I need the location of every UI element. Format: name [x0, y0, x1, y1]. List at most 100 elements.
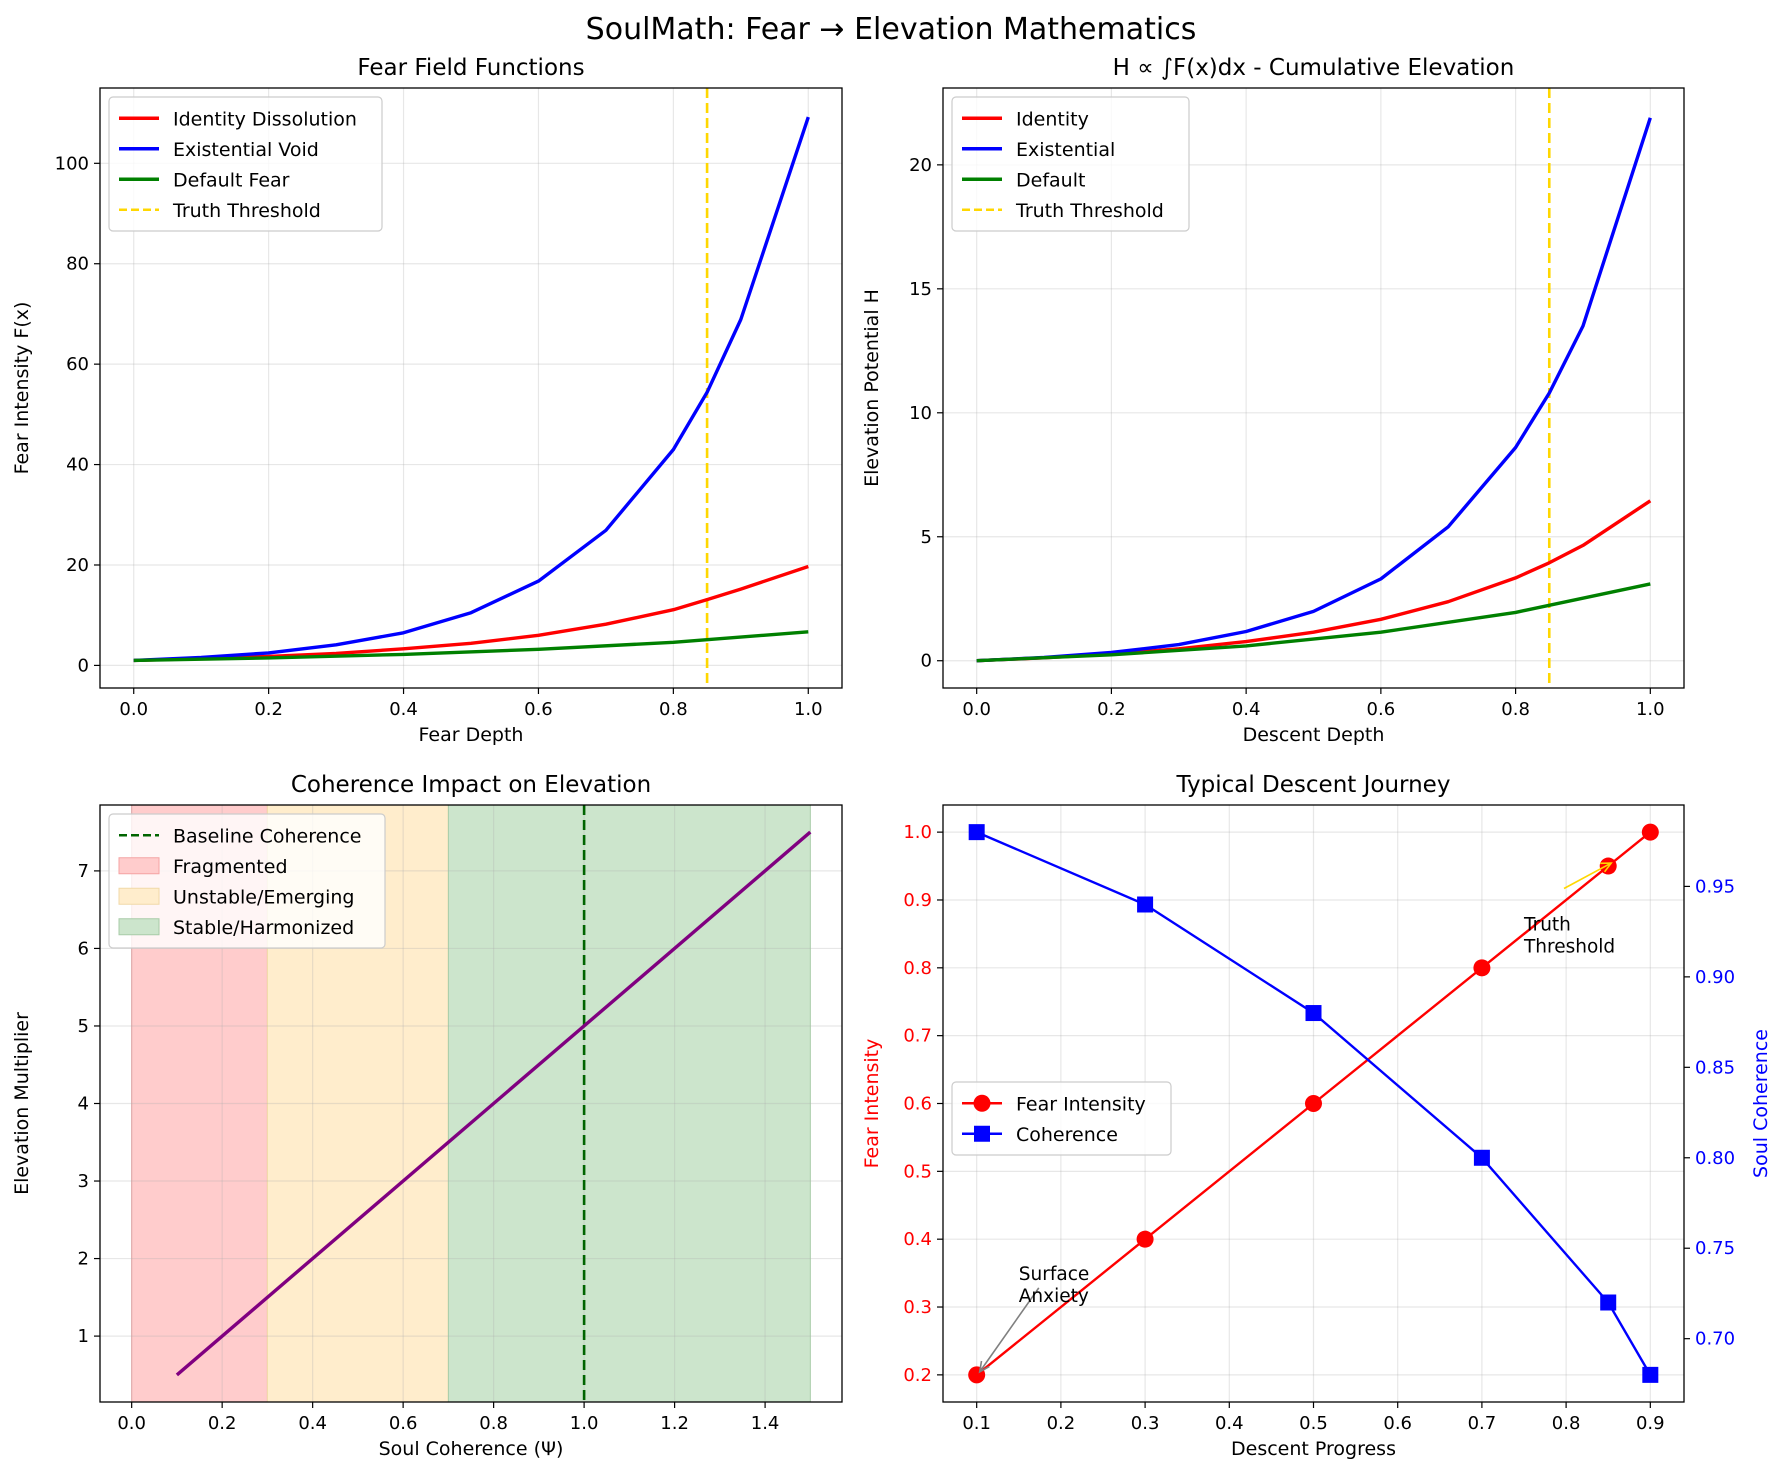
x-tick-label: 0.6	[389, 1413, 418, 1434]
y-tick-label: 0.2	[903, 1365, 932, 1386]
y-tick-label: 2	[78, 1249, 89, 1270]
y-tick-label: 4	[78, 1094, 89, 1115]
panel-title: H ∝ ∫F(x)dx - Cumulative Elevation	[1113, 55, 1515, 81]
x-tick-label: 1.0	[570, 1413, 599, 1434]
data-point	[1473, 1149, 1490, 1166]
grid	[943, 88, 1684, 688]
legend-label: Baseline Coherence	[173, 825, 361, 847]
y-tick-label: 20	[66, 555, 89, 576]
figure-title: SoulMath: Fear → Elevation Mathematics	[586, 12, 1197, 47]
x-axis-label: Fear Depth	[419, 724, 524, 746]
x-tick-label: 0.2	[1097, 699, 1126, 720]
y-tick-label: 7	[78, 861, 89, 882]
series-line-1	[975, 831, 1652, 1376]
y2-tick-label: 0.75	[1695, 1238, 1735, 1259]
y-tick-label: 1.0	[903, 822, 932, 843]
panel-1: 0.0 0.2 0.4 0.6 0.8 1.0 0 20 40 60 80 100 Fear Field…	[11, 55, 843, 746]
y-tick-label: 5	[921, 527, 932, 548]
y2-axis-label: Soul Coherence	[1750, 1029, 1772, 1178]
legend-marker	[974, 1125, 990, 1142]
y-axis-label: Elevation Multiplier	[11, 1012, 33, 1195]
y-tick-label: 40	[66, 455, 89, 476]
legend-label: Default	[1016, 169, 1085, 191]
series-line-1	[175, 830, 812, 1377]
x-tick-label: 0.2	[208, 1413, 237, 1434]
x-tick-label: 1.0	[1636, 699, 1665, 720]
axes-frame	[99, 87, 843, 689]
legend-label: Fear Intensity	[1016, 1093, 1146, 1115]
series-line-2	[976, 117, 1652, 663]
data-point	[1473, 959, 1491, 977]
x-axis-label: Descent Depth	[1243, 724, 1385, 746]
legend-label: Stable/Harmonized	[173, 917, 354, 939]
legend-label: Truth Threshold	[172, 200, 321, 222]
y-tick-label: 0	[921, 651, 932, 672]
legend-swatch	[118, 918, 160, 936]
legend-box	[108, 813, 386, 949]
y-tick-label: 0.4	[903, 1229, 932, 1250]
y-tick-label: 0.7	[903, 1026, 932, 1047]
y2-tick-label: 0.90	[1695, 967, 1735, 988]
series-line-3	[133, 630, 809, 663]
legend-swatch	[118, 887, 160, 905]
panel-2: 0.0 0.2 0.4 0.6 0.8 1.0 0 5 10 15 20 H ∝ ∫F(x)dx - …	[861, 55, 1685, 746]
data-point	[968, 824, 985, 841]
y2-tick-label: 0.70	[1695, 1329, 1735, 1350]
x-tick-label: 0.8	[659, 699, 688, 720]
y-tick-label: 100	[55, 153, 89, 174]
legend-label: Identity Dissolution	[173, 108, 357, 130]
x-tick-label: 0.4	[1232, 699, 1261, 720]
panel-title: Coherence Impact on Elevation	[291, 772, 651, 798]
x-tick-label: 0.0	[962, 699, 991, 720]
x-tick-label: 0.5	[1299, 1413, 1328, 1434]
series-line-3	[976, 582, 1651, 663]
panel-title: Typical Descent Journey	[1176, 772, 1451, 798]
legend-label: Fragmented	[173, 856, 288, 878]
data-point	[1600, 1294, 1617, 1311]
legend-box	[951, 96, 1190, 232]
annotation-arrowhead	[978, 1360, 990, 1374]
x-tick-label: 0.6	[1367, 699, 1396, 720]
legend-marker	[973, 1094, 991, 1112]
y-axis-label: Elevation Potential H	[861, 289, 883, 487]
y-tick-label: 5	[78, 1016, 89, 1037]
x-tick-label: 1.2	[660, 1413, 689, 1434]
band-region	[447, 804, 811, 1403]
series-group	[133, 116, 810, 663]
x-tick-label: 0.8	[1552, 1413, 1581, 1434]
x-tick-label: 0.7	[1468, 1413, 1497, 1434]
x-tick-label: 0.6	[1383, 1413, 1412, 1434]
data-point	[1305, 1005, 1322, 1022]
panel-4: 0.1 0.2 0.3 0.4 0.5 0.6 0.7 0.8 0.9 0.2 0.3 0.4 0.5 0…	[861, 772, 1772, 1460]
y-tick-label: 80	[66, 254, 89, 275]
data-point	[1305, 1095, 1322, 1112]
y2-tick-label: 0.85	[1695, 1057, 1735, 1078]
y-tick-label: 0.6	[903, 1094, 932, 1115]
legend-label: Unstable/Emerging	[173, 886, 355, 908]
annotation-arrow	[979, 1287, 1040, 1373]
y-tick-label: 0	[78, 655, 89, 676]
y-tick-label: 3	[78, 1171, 89, 1192]
y-tick-label: 0.3	[903, 1297, 932, 1318]
y-tick-label: 6	[78, 938, 89, 959]
data-point	[1641, 823, 1659, 841]
legend-label: Coherence	[1016, 1124, 1118, 1146]
y-axis-label: Fear Intensity	[861, 1039, 883, 1169]
legend-label: Truth Threshold	[1015, 200, 1164, 222]
series-line-2	[976, 830, 1652, 1376]
annotation-arrowhead	[1600, 862, 1613, 873]
x-tick-label: 0.8	[1501, 699, 1530, 720]
series-group	[975, 830, 1652, 1376]
x-tick-label: 0.4	[298, 1413, 327, 1434]
data-point	[1136, 1230, 1154, 1248]
annotation-text: Truth	[1523, 915, 1571, 936]
data-point	[1642, 1366, 1659, 1383]
legend-box	[108, 96, 383, 232]
panel-3: 0.0 0.2 0.4 0.6 0.8 1.0 1.2 1.4 1 2 3 4 5 6 7 Coherence…	[11, 772, 843, 1460]
annotation-arrow	[1563, 862, 1612, 890]
legend-label: Existential	[1016, 139, 1115, 161]
series-group	[175, 830, 812, 1377]
x-tick-label: 0.4	[389, 699, 418, 720]
x-tick-label: 0.2	[254, 699, 283, 720]
